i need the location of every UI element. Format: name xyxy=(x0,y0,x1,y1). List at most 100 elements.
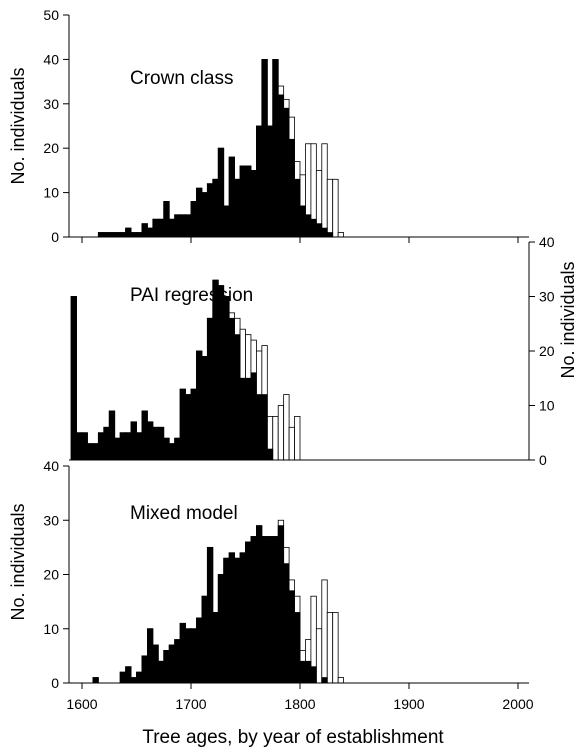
bar-panel0-filled-38 xyxy=(277,94,285,238)
bar-panel1-filled-2 xyxy=(81,432,88,461)
y-axis-label-right-middle: No. individuals xyxy=(558,261,578,378)
bar-panel0-filled-6 xyxy=(103,232,110,238)
bar-panel2-filled-44 xyxy=(310,666,317,684)
bar-panel2-filled-21 xyxy=(185,628,192,684)
bar-panel2-filled-12 xyxy=(136,671,143,684)
bar-panel1-filled-23 xyxy=(196,350,203,461)
panel-title-crown-class: Crown class xyxy=(130,68,233,89)
bar-panel2-filled-43 xyxy=(305,660,312,684)
bar-panel2-filled-18 xyxy=(168,644,176,684)
bar-panel2-filled-29 xyxy=(228,552,235,684)
bar-panel0-filled-41 xyxy=(294,178,301,238)
bar-panel0-filled-13 xyxy=(141,223,148,238)
bar-panel0-filled-34 xyxy=(255,125,263,238)
bar-panel2-filled-9 xyxy=(119,671,127,684)
bar-panel2-filled-17 xyxy=(163,650,170,684)
y-tick-label-panel0-40: 40 xyxy=(43,51,59,67)
bar-panel2-filled-42 xyxy=(299,660,306,684)
bar-panel2-filled-15 xyxy=(152,644,159,684)
bar-panel2-filled-13 xyxy=(141,655,148,684)
y-tick-label-panel0-20: 20 xyxy=(43,140,59,156)
bar-panel1-filled-19 xyxy=(174,437,181,461)
bar-panel1-filled-9 xyxy=(119,432,127,461)
bar-panel0-filled-15 xyxy=(152,218,159,238)
bar-panel0-filled-9 xyxy=(119,232,127,238)
bar-panel0-filled-20 xyxy=(179,214,186,238)
bar-panel2-filled-22 xyxy=(190,628,197,684)
bar-panel2-filled-24 xyxy=(201,595,208,684)
bar-panel2-filled-28 xyxy=(223,557,230,684)
bar-panel1-filled-8 xyxy=(114,437,121,461)
bar-panel1-filled-32 xyxy=(245,377,252,461)
bar-panel0-filled-18 xyxy=(168,218,176,238)
bar-panel0-filled-11 xyxy=(130,232,137,238)
bar-panel1-filled-34 xyxy=(255,394,263,461)
bar-panel2-filled-34 xyxy=(255,525,263,684)
bar-panel2-filled-27 xyxy=(217,574,225,684)
bar-panel0-filled-35 xyxy=(261,59,268,238)
bar-panel1-filled-35 xyxy=(261,394,268,461)
bar-panel0-filled-44 xyxy=(310,218,317,238)
bar-panel1-filled-36 xyxy=(266,448,274,461)
bar-panel0-filled-5 xyxy=(97,232,105,238)
bar-panel2-filled-38 xyxy=(277,525,285,684)
bar-panel2-filled-30 xyxy=(234,557,241,684)
bar-panel2-hollow-45 xyxy=(315,628,323,684)
y-tick-label-panel1-10: 10 xyxy=(539,398,555,414)
bar-panel0-filled-24 xyxy=(201,192,208,238)
bar-panel1-hollow-40 xyxy=(288,426,295,461)
bar-panel0-filled-43 xyxy=(305,214,312,238)
bar-panel2-filled-36 xyxy=(266,536,274,684)
bar-panel0-filled-26 xyxy=(212,178,219,238)
bar-panel1-hollow-39 xyxy=(283,394,290,461)
bar-panel2-filled-37 xyxy=(272,536,279,684)
bar-panel0-filled-29 xyxy=(228,156,235,238)
x-axis-label: Tree ages, by year of establishment xyxy=(142,727,444,748)
bar-panel2-filled-35 xyxy=(261,536,268,684)
y-axis-label-left-bottom: No. individuals xyxy=(8,503,28,620)
y-tick-label-panel1-0: 0 xyxy=(539,452,547,468)
bar-panel1-hollow-41 xyxy=(294,415,301,461)
x-tick-label-2000: 2000 xyxy=(502,696,533,712)
bar-panel1-filled-6 xyxy=(103,426,110,461)
bar-panel1-filled-27 xyxy=(217,285,225,461)
x-tick-label-1600: 1600 xyxy=(66,696,97,712)
y-tick-label-panel2-40: 40 xyxy=(43,458,59,474)
bar-panel2-filled-11 xyxy=(130,677,137,684)
bar-panel1-filled-14 xyxy=(146,421,154,461)
bar-panel2-filled-20 xyxy=(179,622,186,684)
y-tick-label-panel1-30: 30 xyxy=(539,289,555,305)
bar-panel1-filled-13 xyxy=(141,410,148,461)
panel-crown-class: Crown class No. individuals 0 10 20 30 40 50 xyxy=(8,7,529,245)
bar-panel1-filled-5 xyxy=(97,432,105,461)
x-tick-label-1900: 1900 xyxy=(393,696,424,712)
bar-panel2-filled-19 xyxy=(174,639,181,684)
bar-panel0-filled-28 xyxy=(223,205,230,238)
bar-panel1-filled-17 xyxy=(163,437,170,461)
bar-panel1-filled-31 xyxy=(239,377,246,461)
y-tick-label-panel0-50: 50 xyxy=(43,7,59,23)
bar-panel2-hollow-48 xyxy=(332,612,339,684)
shared-x-axis: Tree ages, by year of establishment 1600… xyxy=(66,696,533,748)
y-tick-label-panel2-30: 30 xyxy=(43,512,59,528)
bar-panel1-filled-15 xyxy=(152,426,159,461)
bar-panel0-filled-7 xyxy=(108,232,116,238)
bar-panel0-filled-16 xyxy=(157,218,165,238)
bar-panel1-filled-22 xyxy=(190,388,197,461)
y-tick-label-panel1-40: 40 xyxy=(539,234,555,250)
bar-panel2-hollow-46 xyxy=(321,579,328,684)
x-tick-label-1800: 1800 xyxy=(284,696,315,712)
bar-panel1-filled-12 xyxy=(136,432,143,461)
bar-panel0-filled-42 xyxy=(299,205,306,238)
bar-panel2-filled-10 xyxy=(125,666,132,684)
bar-panel1-filled-18 xyxy=(168,443,176,461)
bar-panel1-filled-3 xyxy=(87,443,94,461)
bar-panel1-filled-4 xyxy=(92,443,99,461)
bar-panel0-filled-25 xyxy=(206,183,214,238)
bar-panel2-filled-26 xyxy=(212,612,219,684)
bar-panel0-filled-33 xyxy=(250,169,257,238)
bar-panel1-filled-28 xyxy=(223,296,230,461)
bar-panel1-filled-16 xyxy=(157,426,165,461)
bar-panel0-filled-32 xyxy=(245,165,252,238)
